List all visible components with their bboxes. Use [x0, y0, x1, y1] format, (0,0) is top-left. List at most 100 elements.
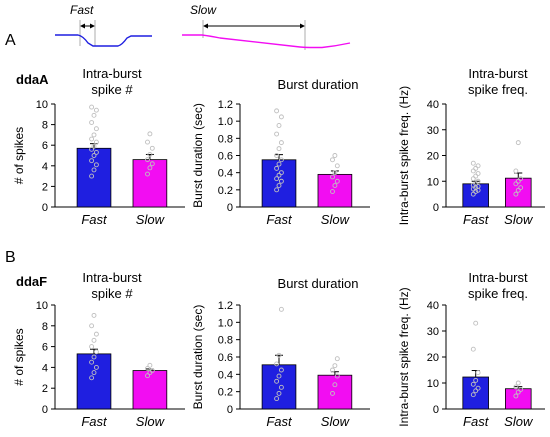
category-label: Slow	[321, 212, 351, 227]
y-tick-label: 10	[36, 99, 48, 111]
y-tick-label: 40	[427, 300, 439, 312]
data-point	[470, 160, 476, 166]
data-point	[475, 163, 481, 169]
data-point	[93, 149, 99, 155]
y-tick-label: 6	[42, 342, 48, 354]
data-point	[470, 168, 476, 174]
neuron-label-ddaf: ddaF	[16, 274, 47, 289]
data-point	[470, 191, 476, 197]
data-point	[276, 123, 282, 128]
data-point	[145, 139, 150, 145]
data-point	[278, 157, 284, 163]
chart-title: spike freq.	[468, 286, 528, 301]
data-point	[89, 344, 95, 350]
data-point	[278, 384, 284, 390]
chart-title: Burst duration	[278, 77, 359, 92]
fast-stimulus-label: Fast	[70, 3, 94, 17]
slow-stimulus-label: Slow	[190, 3, 217, 17]
chart-title: Burst duration	[278, 276, 359, 291]
y-tick-label: 4	[42, 161, 48, 173]
data-point	[145, 157, 150, 163]
data-point	[89, 173, 95, 179]
data-point	[470, 381, 476, 387]
data-point	[147, 362, 153, 368]
y-tick-label: 1.2	[218, 99, 233, 111]
data-point	[89, 375, 95, 381]
data-point	[274, 187, 280, 193]
data-point	[145, 365, 150, 371]
y-tick-label: 0.6	[218, 151, 233, 163]
data-point	[518, 185, 524, 191]
data-point	[518, 176, 524, 182]
data-point	[276, 161, 282, 167]
data-point	[473, 173, 479, 179]
data-point	[89, 359, 95, 365]
data-point	[470, 346, 476, 352]
y-tick-label: 0.2	[218, 185, 233, 197]
y-tick-label: 0	[433, 202, 439, 214]
data-point	[274, 108, 280, 114]
category-label: Fast	[266, 212, 293, 227]
bar-slow	[132, 159, 168, 208]
data-point	[518, 387, 524, 392]
y-tick-label: 30	[427, 125, 439, 137]
chart-title: spike freq.	[468, 82, 528, 97]
data-point	[278, 367, 284, 373]
data-point	[515, 187, 521, 193]
data-point	[334, 163, 340, 169]
bar-fast	[76, 147, 112, 208]
panel-label-b: B	[5, 249, 16, 266]
data-point	[91, 312, 97, 318]
data-point	[149, 145, 155, 151]
y-tick-label: 2	[42, 181, 48, 193]
data-point	[91, 370, 97, 376]
data-point	[473, 320, 479, 326]
category-label: Slow	[321, 414, 351, 429]
data-point	[475, 385, 481, 391]
data-point	[334, 178, 340, 184]
fast-stimulus-trace	[55, 34, 152, 47]
data-point	[515, 178, 521, 184]
y-axis-label: # of spikes	[12, 127, 26, 184]
stimulus-traces: Fast Slow	[55, 3, 351, 50]
bar-fast	[462, 183, 489, 208]
data-point	[513, 393, 519, 399]
data-point	[473, 388, 479, 394]
data-point	[147, 165, 153, 171]
data-point	[278, 114, 284, 120]
category-label: Slow	[136, 212, 166, 227]
y-tick-label: 30	[427, 326, 439, 338]
data-point	[274, 165, 280, 171]
data-point	[513, 168, 519, 174]
data-point	[149, 368, 155, 373]
data-point	[89, 104, 95, 110]
data-point	[473, 165, 479, 171]
y-tick-label: 40	[427, 99, 439, 111]
data-point	[274, 131, 280, 137]
data-point	[89, 323, 95, 329]
y-axis-label: Burst duration (sec)	[191, 103, 205, 208]
data-point	[149, 161, 155, 167]
data-point	[145, 171, 150, 177]
y-tick-label: 0.8	[218, 133, 233, 145]
data-point	[332, 382, 338, 388]
category-label: Slow	[136, 414, 166, 429]
y-tick-label: 8	[42, 120, 48, 132]
data-point	[89, 158, 95, 164]
data-point	[513, 384, 519, 390]
data-point	[147, 131, 153, 137]
data-point	[470, 176, 476, 182]
y-tick-label: 10	[427, 176, 439, 188]
data-point	[475, 178, 481, 184]
data-point	[515, 380, 521, 386]
data-point	[475, 183, 481, 189]
category-label: Fast	[266, 414, 293, 429]
data-point	[475, 171, 481, 176]
data-point	[89, 146, 95, 152]
data-point	[276, 183, 282, 188]
y-axis-label: Intra-burst spike freq. (Hz)	[397, 287, 411, 426]
category-label: Fast	[81, 414, 108, 429]
chart-title: Intra-burst	[468, 66, 528, 81]
